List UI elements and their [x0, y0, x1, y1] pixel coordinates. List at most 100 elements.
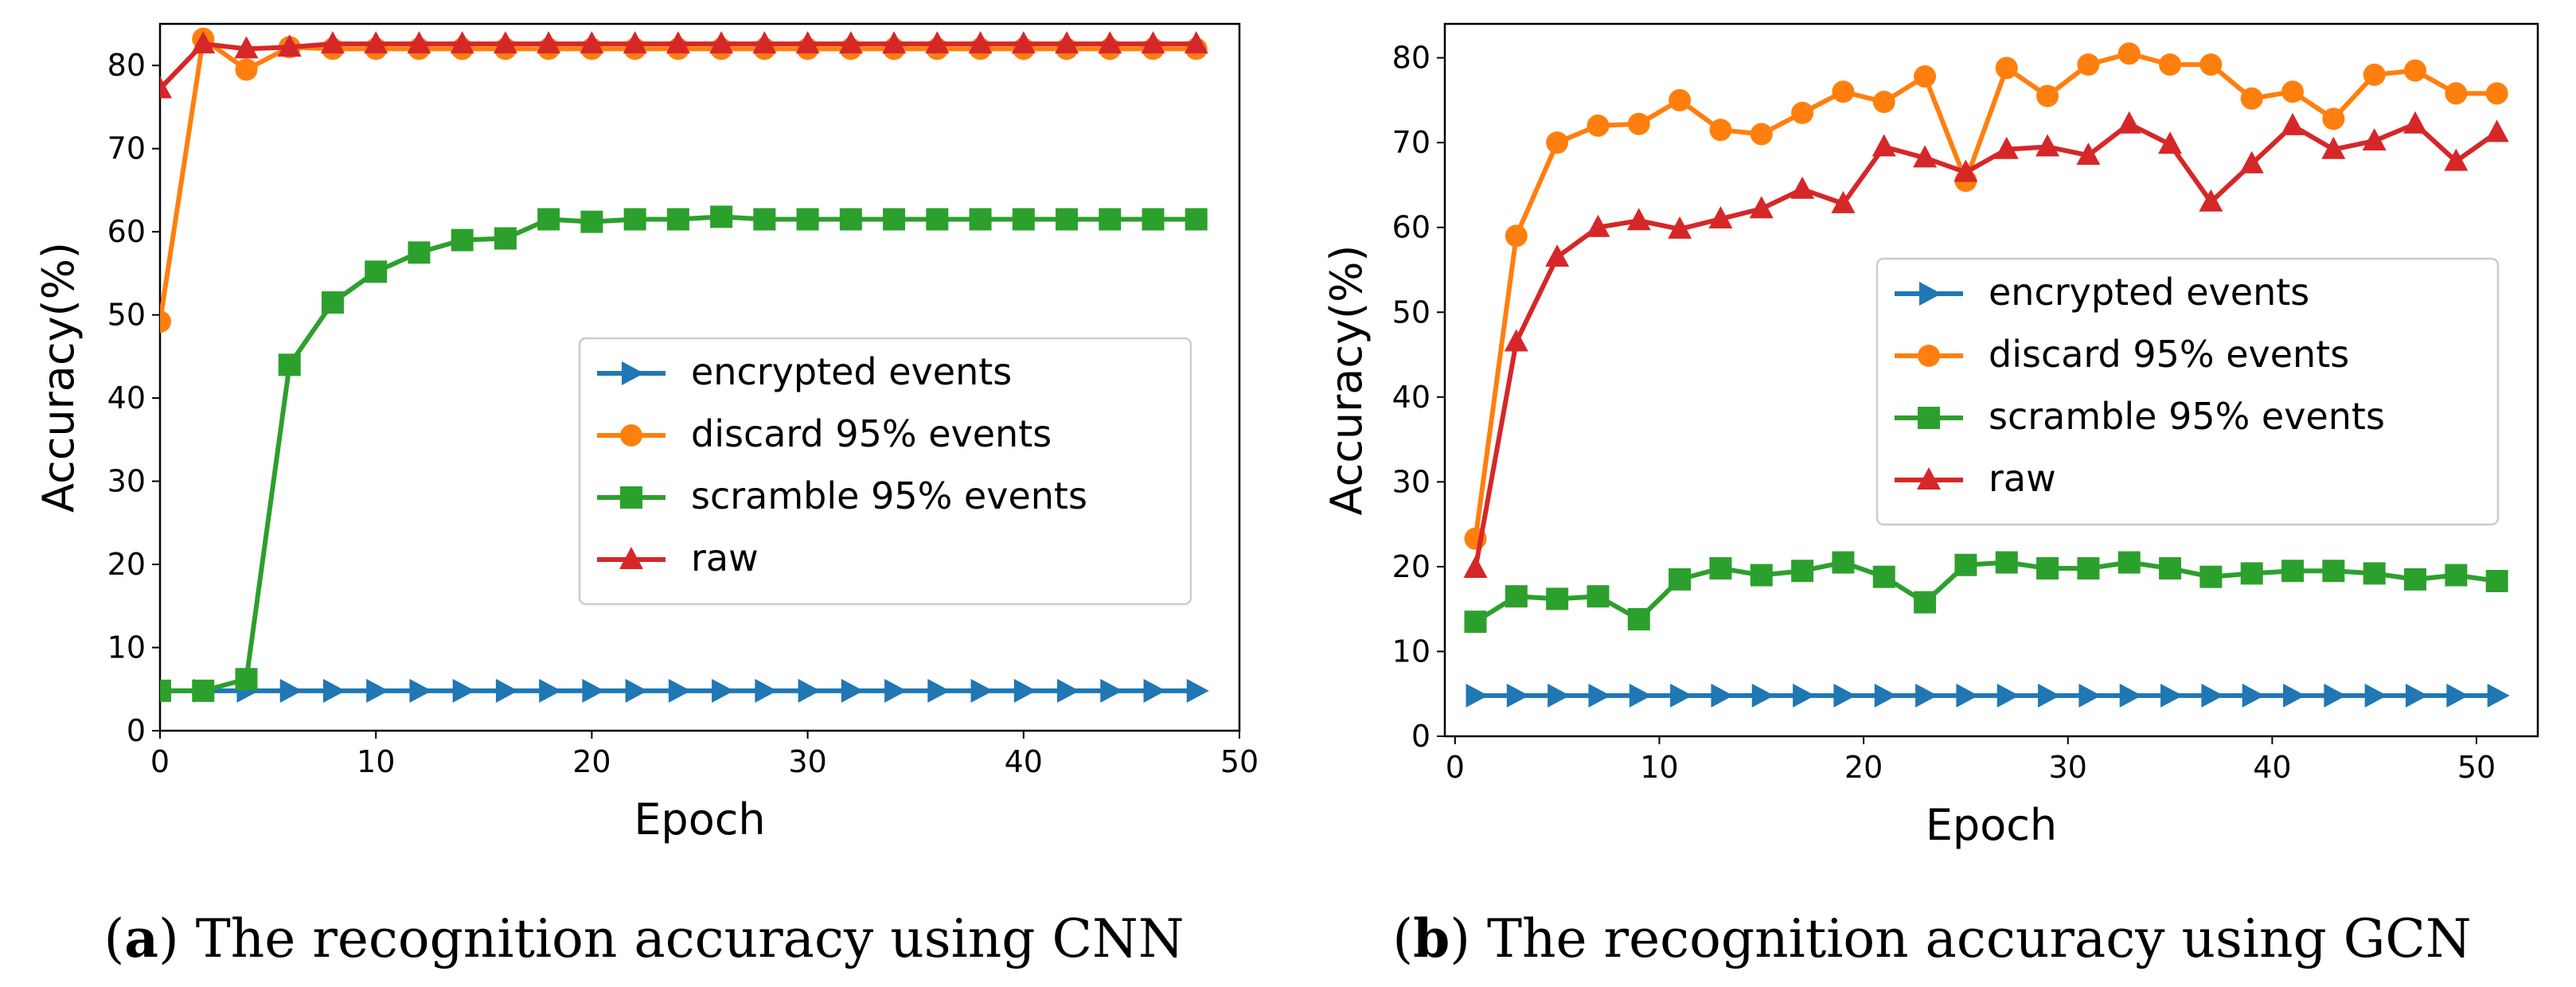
legend-marker — [620, 486, 642, 509]
legend-entry: raw — [597, 536, 759, 579]
x-tick-label: 50 — [1220, 744, 1259, 779]
data-point — [838, 31, 863, 54]
panel-a: 0 10 20 30 40 50 0 10 20 30 40 50 60 70 80 Epoch Accurac… — [33, 22, 1259, 969]
legend-marker — [1918, 407, 1940, 429]
data-point — [927, 678, 950, 703]
caption-a: (a) The recognition accuracy using CNN — [103, 907, 1185, 969]
data-point — [1751, 683, 1774, 708]
cnn-plot-area — [160, 27, 1209, 703]
data-point — [1100, 678, 1123, 703]
data-point — [2242, 683, 2265, 708]
gcn-plot-frame — [1443, 22, 2539, 738]
data-point — [366, 678, 389, 703]
legend-entry: scramble 95% events — [597, 474, 1087, 517]
data-point — [1709, 557, 1732, 580]
cnn-plot-frame — [158, 22, 1241, 732]
data-point — [1669, 568, 1692, 591]
data-point — [493, 31, 517, 54]
legend-label: raw — [691, 536, 759, 579]
data-point — [2035, 134, 2060, 157]
data-point — [2446, 683, 2469, 708]
data-point — [2281, 80, 2305, 103]
legend-marker — [622, 361, 644, 385]
legend-marker — [1918, 345, 1940, 367]
x-tick-label: 40 — [2253, 750, 2291, 785]
legend-box — [578, 337, 1192, 606]
data-point — [884, 678, 907, 703]
data-point — [1833, 683, 1856, 708]
data-point — [1629, 683, 1652, 708]
data-point — [2199, 53, 2223, 76]
data-point — [839, 208, 862, 231]
data-point — [279, 678, 302, 703]
data-point — [882, 31, 907, 54]
data-point — [2159, 557, 2182, 580]
data-point — [2484, 119, 2509, 142]
y-tick-label: 40 — [107, 380, 146, 415]
data-point — [2445, 564, 2468, 587]
y-tick-label: 60 — [1392, 210, 1430, 245]
y-tick-label: 70 — [1392, 125, 1430, 160]
data-point — [1956, 683, 1979, 708]
cnn-legend: encrypted events discard 95% events scramb… — [578, 337, 1192, 606]
data-point — [796, 208, 819, 231]
legend-label: discard 95% events — [691, 412, 1052, 455]
data-point — [1915, 683, 1938, 708]
data-point — [2404, 59, 2427, 82]
data-point — [451, 228, 474, 252]
x-tick-label: 0 — [150, 744, 170, 779]
data-point — [2077, 53, 2100, 76]
data-point — [665, 31, 690, 54]
data-point — [2076, 142, 2101, 166]
data-point — [580, 210, 603, 233]
data-point — [1790, 176, 1815, 199]
data-point — [2444, 148, 2469, 171]
data-point — [1141, 31, 1165, 54]
data-point — [2240, 562, 2263, 585]
data-point — [2078, 683, 2102, 708]
data-point — [1709, 119, 1732, 142]
data-point — [1996, 683, 2020, 708]
y-tick-label: 60 — [107, 214, 146, 249]
data-point — [1464, 611, 1487, 634]
data-point — [1750, 564, 1773, 587]
x-tick-label: 10 — [1640, 750, 1678, 785]
x-tick-label: 20 — [572, 744, 611, 779]
data-point — [755, 678, 778, 703]
x-tick-label: 20 — [1844, 750, 1883, 785]
data-point — [1791, 560, 1814, 583]
x-tick-label: 40 — [1005, 744, 1043, 779]
data-point — [1995, 57, 2018, 80]
cnn-y-axis-label: Accuracy(%) — [33, 242, 84, 513]
x-tick-label: 30 — [788, 744, 826, 779]
data-point — [1505, 585, 1528, 608]
y-tick-label: 40 — [1392, 380, 1430, 415]
data-point — [191, 31, 216, 54]
data-point — [1142, 208, 1165, 231]
data-point — [625, 678, 648, 703]
legend-label: encrypted events — [691, 350, 1012, 393]
data-point — [2322, 107, 2345, 131]
data-point — [2485, 570, 2508, 593]
data-point — [2362, 128, 2387, 151]
data-point — [2403, 111, 2428, 134]
data-point — [2487, 683, 2510, 708]
data-point — [580, 31, 604, 54]
data-point — [2404, 568, 2427, 591]
series-scramble-95-events — [1464, 551, 2508, 634]
data-point — [1791, 101, 1814, 124]
y-tick-label: 30 — [107, 464, 146, 499]
data-point — [1749, 196, 1774, 219]
data-point — [2283, 683, 2306, 708]
data-point — [883, 208, 906, 231]
data-point — [2199, 189, 2223, 212]
data-point — [1504, 329, 1528, 352]
data-point — [668, 678, 691, 703]
data-point — [278, 353, 301, 376]
data-point — [1874, 683, 1897, 708]
caption-a-text: The recognition accuracy using CNN — [195, 908, 1185, 969]
legend-marker — [619, 547, 643, 569]
data-point — [2036, 84, 2059, 107]
data-point — [1013, 678, 1036, 703]
data-point — [2239, 150, 2264, 174]
